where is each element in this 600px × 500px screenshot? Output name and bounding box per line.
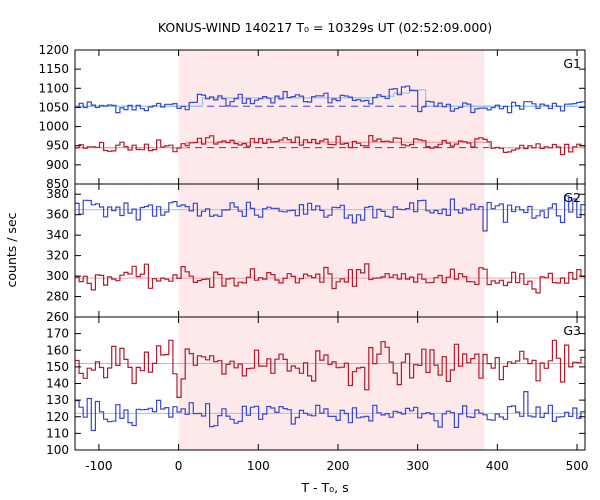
panel-label: G3	[563, 323, 581, 338]
x-tick-label: 400	[486, 459, 509, 473]
x-tick-label: 200	[327, 459, 350, 473]
tick-layer: 8509009501000105011001150120026028030032…	[38, 43, 588, 473]
plot-layer	[75, 85, 585, 432]
chart-title: KONUS-WIND 140217 T₀ = 10329s UT (02:52:…	[158, 20, 492, 35]
panel-label: G1	[563, 56, 581, 71]
y-tick-label: 170	[46, 327, 69, 341]
y-tick-label: 1200	[38, 43, 69, 57]
x-tick-label: 300	[406, 459, 429, 473]
y-tick-label: 120	[46, 410, 69, 424]
highlight-interval	[178, 50, 485, 450]
x-tick-label: -100	[85, 459, 112, 473]
y-tick-label: 900	[46, 158, 69, 172]
panel-label: G2	[563, 190, 581, 205]
model-curve	[75, 89, 585, 107]
series-line	[75, 263, 585, 294]
y-tick-label: 1150	[38, 62, 69, 76]
y-tick-label: 110	[46, 426, 69, 440]
series-line	[75, 195, 585, 232]
x-tick-label: 0	[175, 459, 183, 473]
y-tick-label: 260	[46, 310, 69, 324]
y-tick-label: 100	[46, 443, 69, 457]
y-tick-label: 130	[46, 393, 69, 407]
x-tick-label: 100	[247, 459, 270, 473]
highlight-layer	[178, 50, 485, 450]
y-tick-label: 280	[46, 290, 69, 304]
y-tick-label: 380	[46, 187, 69, 201]
y-tick-label: 1050	[38, 100, 69, 114]
y-tick-label: 360	[46, 208, 69, 222]
y-tick-label: 300	[46, 269, 69, 283]
x-tick-label: 500	[566, 459, 589, 473]
y-tick-label: 140	[46, 377, 69, 391]
series-line	[75, 391, 585, 432]
y-tick-label: 160	[46, 343, 69, 357]
y-tick-label: 950	[46, 139, 69, 153]
x-axis-title: T - T₀, s	[300, 480, 348, 495]
y-tick-label: 1000	[38, 120, 69, 134]
y-tick-label: 320	[46, 249, 69, 263]
y-tick-label: 340	[46, 228, 69, 242]
series-line	[75, 135, 585, 156]
y-tick-label: 850	[46, 177, 69, 191]
y-tick-label: 1100	[38, 81, 69, 95]
y-axis-title: counts / sec	[4, 212, 19, 287]
series-line	[75, 339, 585, 398]
series-line	[75, 85, 585, 114]
y-tick-label: 150	[46, 360, 69, 374]
